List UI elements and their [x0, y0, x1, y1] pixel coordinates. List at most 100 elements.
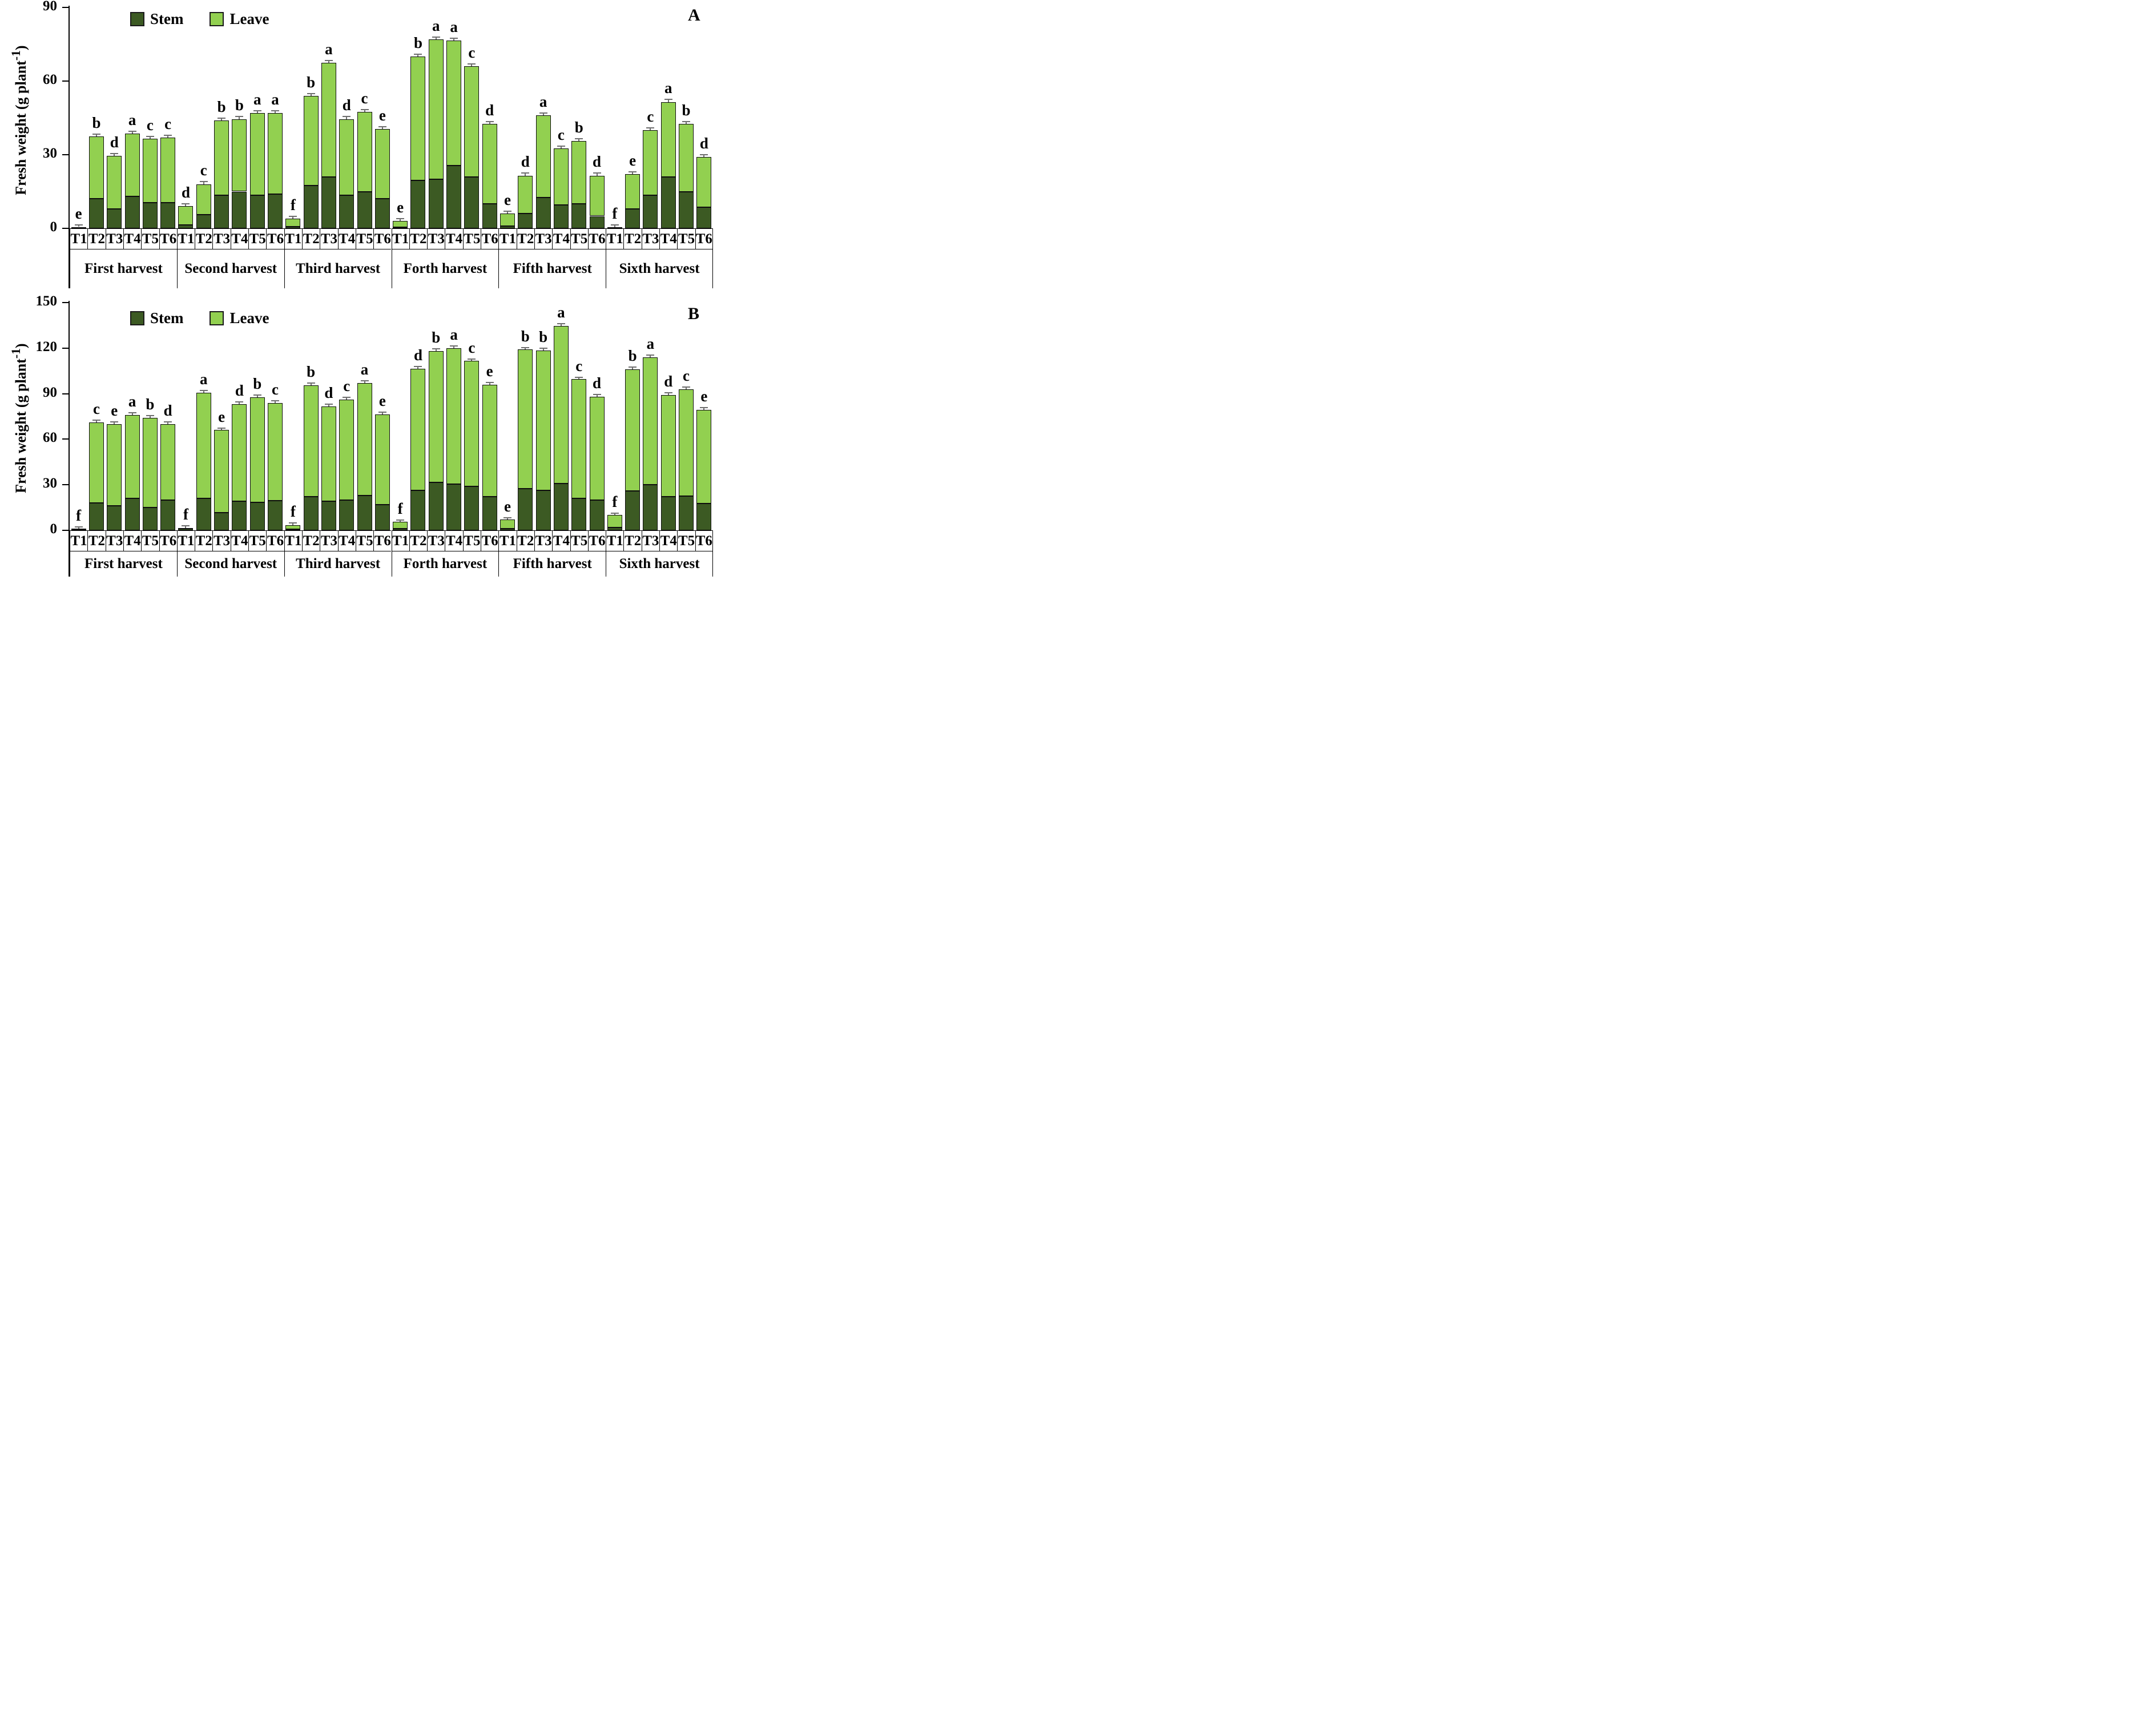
leave-segment: [464, 66, 480, 177]
stem-segment: [679, 191, 694, 228]
stem-segment: [268, 501, 283, 530]
treatment-cell: T5: [248, 228, 267, 249]
error-bar: [131, 412, 133, 415]
sig-letter: b: [574, 119, 583, 136]
error-bar: [686, 386, 687, 389]
sig-letter: f: [183, 506, 188, 523]
treatment-cell: T3: [641, 530, 660, 551]
treatment-cell: T1: [391, 530, 409, 551]
error-bar: [328, 404, 329, 407]
treatment-cell: T1: [284, 530, 302, 551]
treatment-cell: T2: [301, 228, 320, 249]
leave-segment: [446, 41, 462, 166]
error-bar-cap: [324, 59, 333, 61]
stem-segment: [446, 484, 462, 530]
legend-item-leave: Leave: [210, 10, 269, 28]
error-bar: [667, 99, 669, 102]
error-bar: [417, 365, 419, 369]
leave-segment: [249, 397, 265, 502]
leave-segment: [660, 102, 676, 177]
error-bar-cap: [92, 133, 100, 135]
error-bar: [596, 172, 598, 176]
sig-letter: d: [342, 96, 351, 114]
error-bar: [364, 380, 365, 383]
error-bar-cap: [593, 172, 601, 174]
sig-letter: e: [629, 152, 637, 170]
error-bar-cap: [307, 382, 315, 384]
treatment-cell: T4: [659, 228, 678, 249]
sig-letter: b: [628, 347, 637, 365]
stem-segment: [393, 227, 408, 228]
stem-segment: [553, 205, 569, 228]
treatment-cell: T3: [212, 228, 231, 249]
harvest-cell: Forth harvest: [391, 551, 499, 577]
stem-segment: [499, 528, 515, 530]
sig-letter: b: [539, 328, 548, 345]
harvest-cell: Third harvest: [284, 551, 392, 577]
sig-letter: e: [503, 497, 511, 515]
legend-leave-label: Leave: [229, 309, 269, 327]
leave-segment: [268, 402, 283, 501]
treatment-cell: T4: [445, 530, 463, 551]
error-bar: [489, 381, 490, 385]
error-bar-cap: [539, 112, 547, 114]
stem-segment: [535, 490, 551, 530]
treatment-cell: T2: [623, 228, 642, 249]
error-bar-cap: [343, 116, 351, 118]
y-tick-label: 30: [43, 476, 57, 492]
y-tick: [62, 347, 69, 349]
leave-segment: [339, 400, 355, 500]
leave-segment: [410, 368, 426, 490]
error-bar-cap: [271, 400, 279, 401]
stem-segment: [553, 483, 569, 530]
error-bar-cap: [468, 63, 476, 65]
sig-letter: c: [683, 366, 690, 384]
sig-letter: a: [539, 93, 547, 111]
treatment-cell: T6: [481, 530, 499, 551]
sig-letter: d: [699, 135, 708, 152]
y-tick: [62, 7, 69, 8]
error-bar-cap: [378, 411, 386, 413]
stem-segment: [160, 500, 176, 530]
harvest-cell: Second harvest: [176, 249, 284, 288]
y-axis-title-a: Fresh weight (g plant-1): [9, 45, 29, 195]
error-bar: [506, 211, 508, 214]
stem-segment: [285, 529, 301, 530]
error-bar: [703, 154, 705, 158]
y-tick: [62, 438, 69, 440]
stem-segment: [660, 176, 676, 228]
treatment-cell: T3: [534, 228, 553, 249]
leave-segment: [339, 119, 355, 195]
stem-segment: [232, 501, 247, 530]
stem-segment: [589, 216, 605, 228]
leave-segment: [499, 519, 515, 529]
stem-segment: [625, 490, 641, 530]
error-bar-cap: [468, 358, 476, 360]
leave-segment: [303, 95, 319, 186]
stem-segment: [124, 498, 140, 530]
treatment-cell: T3: [105, 530, 123, 551]
stem-segment: [464, 176, 480, 228]
stem-segment: [214, 195, 229, 228]
error-bar-cap: [414, 53, 422, 55]
treatment-cell: T3: [105, 228, 123, 249]
leave-segment: [428, 351, 444, 483]
stem-segment: [374, 504, 390, 530]
error-bar-cap: [396, 519, 405, 521]
stem-segment: [107, 208, 122, 228]
sig-letter: c: [200, 162, 207, 179]
leave-swatch: [210, 12, 224, 26]
sig-letter: c: [343, 377, 351, 395]
error-bar: [453, 37, 455, 41]
treatment-cell: T2: [87, 228, 106, 249]
sig-letter: d: [592, 153, 602, 171]
error-bar: [364, 108, 365, 112]
stem-segment: [696, 207, 712, 228]
error-bar: [435, 348, 437, 352]
error-bar-cap: [182, 525, 190, 527]
error-bar-cap: [646, 127, 655, 128]
sig-letter: c: [92, 400, 100, 418]
error-bar: [185, 203, 187, 207]
sig-letter: e: [378, 106, 386, 124]
leave-segment: [196, 393, 211, 499]
